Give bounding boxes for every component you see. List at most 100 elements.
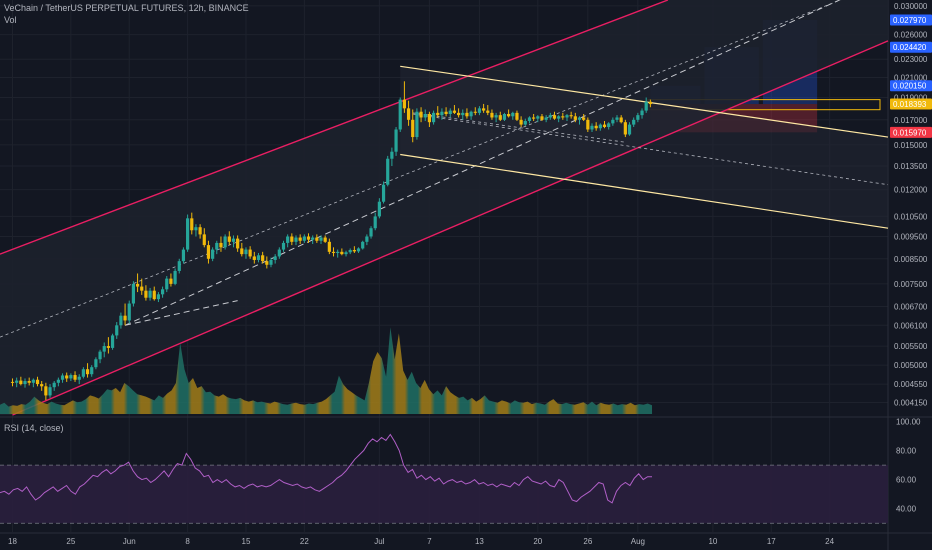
down-channel-lower-line <box>400 153 889 229</box>
candle-body <box>594 125 598 129</box>
candle-body <box>123 315 127 321</box>
candle-body <box>431 112 436 123</box>
time-tick-label: 15 <box>242 537 251 546</box>
volume-bars <box>0 327 653 414</box>
candle-body <box>569 115 573 117</box>
down-channel-fill <box>400 66 888 229</box>
candle-body <box>502 113 507 120</box>
candle-body <box>507 113 511 117</box>
candle-body <box>223 236 227 248</box>
price-tag <box>890 80 932 92</box>
candle-body <box>356 248 361 252</box>
price-tag <box>890 41 932 53</box>
price-tick-label: 0.019000 <box>894 94 928 103</box>
candle-body <box>127 303 131 321</box>
price-tag <box>890 14 932 26</box>
candle-body <box>381 184 386 202</box>
candle-body <box>465 112 469 117</box>
candle-body <box>477 108 482 113</box>
candle-body <box>306 236 311 240</box>
candle-body <box>231 238 236 242</box>
candle-body <box>236 238 240 249</box>
candle-body <box>456 112 461 116</box>
price-tick-label: 0.005500 <box>894 342 928 351</box>
candle-body <box>527 117 532 121</box>
channel-fill <box>0 0 888 415</box>
price-tick-label: 0.023000 <box>894 55 928 64</box>
candle-body <box>311 237 315 240</box>
candle-body <box>427 113 432 123</box>
price-tag <box>890 126 932 138</box>
candle-body <box>198 227 202 235</box>
candle-body <box>23 381 27 385</box>
candle-body <box>590 125 594 130</box>
time-tick-label: 18 <box>8 537 17 546</box>
candle-body <box>419 111 423 118</box>
candle-body <box>532 117 536 119</box>
rsi-line <box>0 433 652 504</box>
candle-body <box>361 241 365 249</box>
price-tag-label: 0.027970 <box>893 16 927 25</box>
candle-body <box>186 218 190 250</box>
candle-body <box>623 122 627 135</box>
candle-body <box>106 346 110 348</box>
candle-body <box>298 237 302 241</box>
candle-body <box>331 251 336 253</box>
candle-body <box>386 158 390 185</box>
candle-body <box>294 237 298 242</box>
candle-body <box>482 108 486 111</box>
candle-body <box>40 384 44 387</box>
time-tick-label: 25 <box>66 537 75 546</box>
candle-body <box>73 375 77 380</box>
trend-lines <box>0 0 889 416</box>
candle-body <box>269 259 273 265</box>
candle-body <box>552 115 557 119</box>
time-axis[interactable]: 18 25 Jun 8 15 22 Jul 7 13 20 26 Aug 10 17 24 <box>8 537 835 546</box>
candle-body <box>548 115 552 118</box>
candle-body <box>277 249 281 257</box>
candle-body <box>31 379 35 383</box>
candle-body <box>169 278 173 284</box>
candle-body <box>19 380 23 385</box>
price-tick-label: 0.030000 <box>894 2 928 11</box>
candle-body <box>369 228 373 237</box>
candle-body <box>511 112 515 117</box>
candle-body <box>619 117 623 123</box>
candle-body <box>135 283 140 287</box>
candle-body <box>406 108 411 120</box>
candle-body <box>573 116 577 120</box>
candle-body <box>102 346 106 352</box>
rsi-tick-label: 60.00 <box>896 476 917 485</box>
candle-body <box>256 255 261 260</box>
time-tick-label: 24 <box>825 537 834 546</box>
candle-body <box>261 255 265 262</box>
candle-body <box>77 376 81 380</box>
price-tick-label: 0.008500 <box>894 255 928 264</box>
candle-body <box>27 381 31 383</box>
candle-body <box>557 116 561 119</box>
candle-body <box>60 375 65 380</box>
volume-legend: Vol <box>4 15 17 25</box>
candle-body <box>644 101 648 111</box>
candle-body <box>436 112 440 116</box>
candle-body <box>461 112 465 116</box>
candle-body <box>286 236 290 243</box>
candle-body <box>544 117 548 120</box>
rsi-pane <box>0 433 888 524</box>
candle-body <box>598 124 602 129</box>
rsi-tick-label: 80.00 <box>896 447 917 456</box>
candle-body <box>561 116 565 118</box>
candle-body <box>536 116 540 119</box>
candle-body <box>523 120 527 125</box>
price-tag-label: 0.024420 <box>893 43 927 52</box>
price-axis[interactable]: 0.030000 0.026000 0.023000 0.021000 0.019000… <box>890 2 932 514</box>
candle-body <box>206 245 211 259</box>
volume-area <box>0 327 653 414</box>
candle-body <box>110 335 115 348</box>
time-tick-label: Jun <box>123 537 136 546</box>
candle-body <box>402 99 406 109</box>
price-tick-label: 0.010500 <box>894 212 928 221</box>
candle-body <box>173 270 177 284</box>
price-tick-label: 0.009500 <box>894 232 928 241</box>
